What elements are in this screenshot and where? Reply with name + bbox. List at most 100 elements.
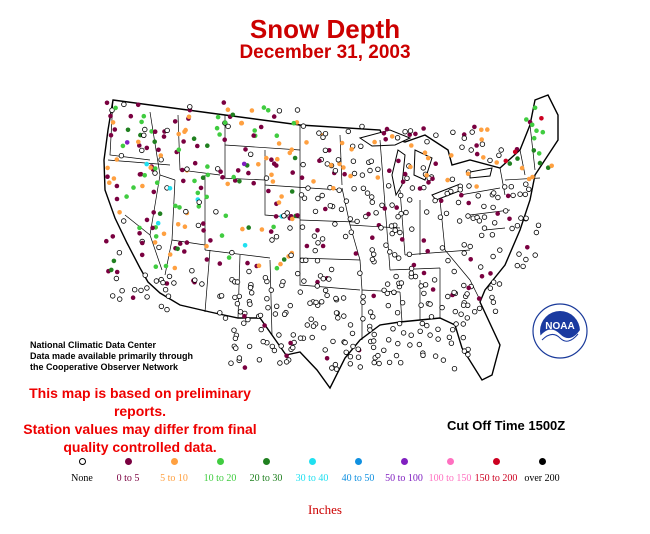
station-dot — [316, 130, 322, 136]
station-dot — [234, 301, 241, 307]
station-dot — [109, 293, 116, 299]
station-dot — [258, 124, 264, 130]
station-dot — [142, 272, 148, 278]
station-dot — [121, 101, 127, 108]
station-dot — [322, 347, 328, 353]
legend-dot — [308, 458, 316, 465]
station-dot — [331, 186, 336, 191]
station-dot — [335, 157, 342, 163]
station-dot — [349, 147, 354, 152]
station-dot — [332, 361, 339, 368]
station-dot — [161, 231, 167, 237]
station-dot — [313, 299, 319, 306]
credit-line-1: National Climatic Data Center — [30, 340, 157, 350]
station-dot — [279, 194, 284, 199]
station-dot — [229, 249, 235, 256]
legend-item: None — [52, 456, 112, 484]
station-dot — [424, 173, 430, 178]
station-dot — [204, 257, 210, 262]
station-dot — [490, 253, 496, 260]
legend-dot — [538, 458, 546, 465]
station-dot — [281, 311, 288, 317]
station-dot — [177, 241, 183, 246]
station-dot — [312, 247, 318, 254]
station-dot — [241, 161, 247, 167]
station-dot — [474, 143, 479, 148]
station-dot — [141, 132, 147, 138]
station-dot — [247, 301, 253, 307]
station-dot — [479, 274, 485, 279]
station-dot — [465, 351, 471, 358]
station-dot — [392, 252, 398, 258]
station-dot — [198, 185, 204, 191]
station-dot — [158, 156, 164, 163]
station-dot — [269, 343, 275, 350]
station-dot — [494, 160, 500, 165]
legend-dot — [262, 458, 270, 465]
station-dot — [529, 122, 535, 128]
station-dot — [175, 222, 181, 227]
station-dot — [421, 238, 427, 243]
station-dot — [461, 348, 468, 354]
station-dot — [398, 280, 405, 286]
station-dot — [503, 208, 509, 214]
station-dot — [468, 147, 474, 153]
station-dot — [461, 135, 467, 141]
station-dot — [481, 203, 487, 210]
station-dot — [274, 133, 280, 138]
station-dot — [263, 175, 270, 181]
station-dot — [140, 240, 145, 246]
station-dot — [290, 216, 295, 222]
station-dot — [233, 345, 239, 351]
station-dot — [137, 231, 142, 236]
station-dot — [526, 176, 532, 182]
station-dot — [158, 153, 164, 158]
station-dot — [531, 135, 537, 141]
station-dot — [164, 306, 170, 313]
station-dot — [107, 180, 112, 185]
station-dot — [304, 140, 309, 145]
station-dot — [451, 268, 457, 275]
station-dot — [367, 309, 374, 315]
station-dot — [530, 174, 535, 180]
station-dot — [251, 180, 256, 186]
station-dot — [394, 310, 401, 316]
station-dot — [351, 185, 357, 192]
station-dot — [119, 288, 125, 294]
station-dot — [539, 116, 544, 121]
station-dot — [427, 301, 433, 307]
station-dot — [400, 179, 406, 185]
station-dot — [141, 113, 147, 119]
station-dot — [357, 364, 363, 370]
station-dot — [307, 300, 313, 306]
station-dot — [370, 235, 375, 240]
legend-dot — [400, 458, 408, 465]
station-markers — [104, 100, 554, 372]
station-dot — [490, 204, 496, 211]
station-dot — [290, 170, 296, 175]
station-dot — [148, 165, 153, 170]
station-dot — [332, 167, 339, 174]
station-dot — [262, 323, 267, 328]
station-dot — [476, 305, 483, 312]
station-dot — [464, 291, 470, 297]
station-dot — [111, 258, 117, 264]
station-dot — [421, 184, 427, 191]
station-dot — [144, 285, 150, 291]
station-dot — [326, 276, 332, 282]
station-dot — [451, 366, 458, 372]
station-dot — [488, 271, 493, 276]
station-dot — [433, 161, 439, 166]
legend-item: 100 to 150 — [420, 456, 480, 484]
station-dot — [138, 287, 144, 294]
station-dot — [343, 349, 349, 355]
station-dot — [105, 174, 110, 179]
station-dot — [218, 169, 223, 174]
station-dot — [366, 211, 371, 217]
station-dot — [418, 302, 424, 308]
station-dot — [386, 359, 393, 366]
station-dot — [300, 123, 307, 129]
station-dot — [409, 226, 415, 232]
station-dot — [200, 175, 206, 180]
legend-label: over 200 — [524, 473, 560, 484]
